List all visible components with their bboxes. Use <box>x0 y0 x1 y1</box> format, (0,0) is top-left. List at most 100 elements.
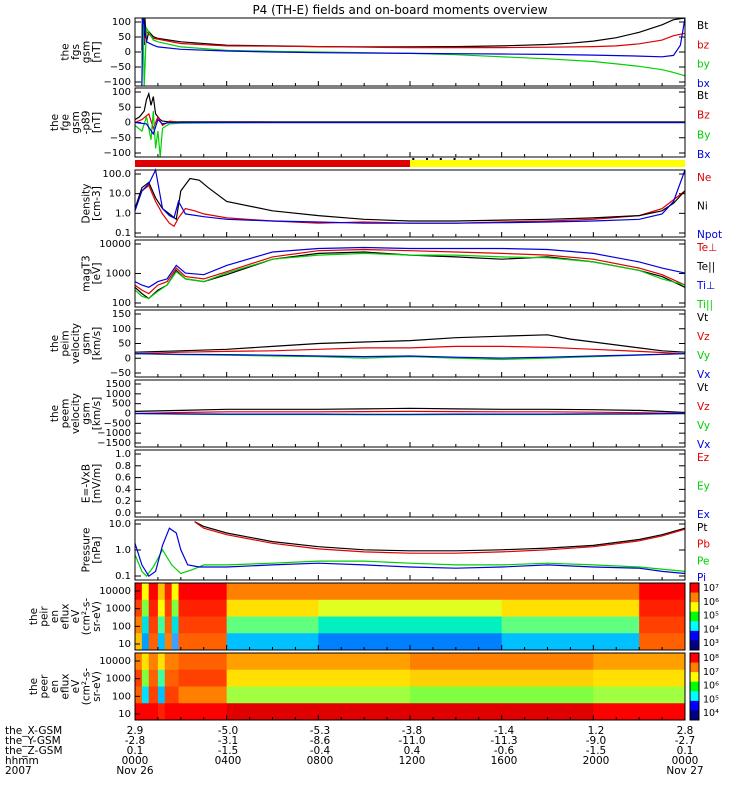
y-axis-label-line: eflux <box>60 674 72 700</box>
x-axis-value: -5.3 <box>310 725 331 737</box>
heatmap-cell <box>157 616 166 634</box>
legend-vz: Vz <box>697 401 710 413</box>
y-tick-label: 1.0 <box>115 208 131 219</box>
heatmap-cell <box>639 616 686 634</box>
legend-te-: Te⊥ <box>696 242 717 254</box>
heatmap-cell <box>164 686 180 704</box>
series-bx <box>134 118 685 136</box>
y-tick-label: 500 <box>112 399 131 410</box>
legend-vz: Vz <box>697 331 710 343</box>
x-axis-value: -1.4 <box>494 725 515 737</box>
x-axis-value: -2.7 <box>675 735 696 747</box>
mode-bar-tick-3 <box>453 158 456 160</box>
heatmap-cell <box>171 633 180 651</box>
x-axis-value: 1600 <box>491 755 518 767</box>
heatmap-cell <box>226 616 319 634</box>
x-axis-value: -2.8 <box>125 735 146 747</box>
heatmap-cell <box>171 599 180 617</box>
x-axis-row-label: the_X-GSM <box>5 725 62 737</box>
heatmap-cell <box>164 653 180 671</box>
heatmap-cell <box>226 633 319 651</box>
heatmap-cell <box>135 633 143 651</box>
heatmap-cell <box>164 633 173 651</box>
mode-bar-tick-0 <box>412 158 415 160</box>
legend-ex: Ex <box>697 509 710 521</box>
colorbar-step <box>690 710 699 721</box>
series-te- <box>134 248 686 295</box>
heatmap-cell <box>164 703 180 721</box>
y-tick-label: 1.0 <box>115 449 131 460</box>
y-axis-label-line: peem <box>60 399 72 429</box>
heatmap-cell <box>178 633 228 651</box>
heatmap-cell <box>157 633 166 651</box>
y-axis-label-line: gsm <box>70 111 82 133</box>
legend-vt: Vt <box>697 382 708 394</box>
colorbar-step <box>690 662 699 673</box>
y-tick-label: −500 <box>104 418 131 429</box>
y-tick-label: 0.4 <box>115 484 131 495</box>
series-te-- <box>134 251 686 300</box>
colorbar: 10⁸ 10⁷ 10⁶ 10⁵ 10⁴ <box>689 652 719 721</box>
colorbar-step <box>690 700 699 711</box>
heatmap-cell <box>226 653 411 671</box>
y-axis-label: Pressure[nPa] <box>81 528 104 573</box>
heatmap-cell <box>157 653 166 671</box>
colorbar-step <box>690 672 699 683</box>
colorbar-step <box>690 630 699 641</box>
y-axis-label-line: [eV] <box>91 263 103 285</box>
year-label: 2007 <box>5 765 32 777</box>
x-axis-row-label: the_Z-GSM <box>5 745 63 757</box>
legend-vx: Vx <box>697 439 710 451</box>
heatmap-cell <box>226 686 411 704</box>
heatmap-cell <box>593 686 686 704</box>
x-axis-value: -3.1 <box>218 735 239 747</box>
y-tick-label: −100 <box>104 77 131 88</box>
legend-ey: Ey <box>697 481 710 493</box>
colorbar-tick-label: 10⁴ <box>703 708 719 719</box>
y-tick-label: 100 <box>112 691 131 702</box>
heatmap-cell <box>171 616 180 634</box>
legend-bt: Bt <box>697 20 708 32</box>
series-by <box>141 17 686 87</box>
y-axis-label-line: eV <box>70 679 82 693</box>
panel-3 <box>135 158 685 167</box>
heatmap-cell <box>318 583 503 601</box>
heatmap-cell <box>639 633 686 651</box>
y-tick-label: −50 <box>110 368 131 379</box>
y-tick-label: 0.2 <box>115 496 131 507</box>
x-axis-value: -1.5 <box>586 745 607 757</box>
y-tick-label: 10000 <box>99 586 131 597</box>
y-axis-label-line: en <box>49 680 61 693</box>
heatmap-cell <box>501 633 640 651</box>
heatmap-cell <box>148 686 159 704</box>
x-axis-value: 1.2 <box>588 725 605 737</box>
heatmap-cell <box>226 669 411 687</box>
y-axis-label: magT3[eV] <box>81 255 104 291</box>
heatmap-cell <box>164 599 173 617</box>
legend-bz: bz <box>697 39 710 51</box>
heatmap-cell <box>135 653 143 671</box>
heatmap-cell <box>148 703 159 721</box>
heatmap-cell <box>148 633 159 651</box>
heatmap-cell <box>178 583 228 601</box>
series-pi <box>134 527 686 578</box>
series-vt <box>134 334 686 353</box>
y-tick-label: 0 <box>125 118 131 129</box>
colorbar-tick-label: 10⁷ <box>703 667 719 678</box>
legend-by: By <box>697 129 710 141</box>
heatmap-cell <box>178 653 228 671</box>
legend-vy: Vy <box>697 420 710 432</box>
heatmap-cell <box>178 686 228 704</box>
heatmap-cell <box>501 583 640 601</box>
y-tick-label: 10 <box>118 639 131 650</box>
x-axis-value: -5.0 <box>218 725 239 737</box>
y-tick-label: 100.0 <box>102 169 131 180</box>
x-axis-value: -11.0 <box>398 735 425 747</box>
mode-bar-segment-1 <box>410 160 685 167</box>
y-tick-label: 100 <box>112 621 131 632</box>
colorbar-step <box>690 691 699 702</box>
heatmap-cell <box>141 599 150 617</box>
heatmap-cell <box>141 583 150 601</box>
y-axis-label-line: the <box>49 114 61 131</box>
